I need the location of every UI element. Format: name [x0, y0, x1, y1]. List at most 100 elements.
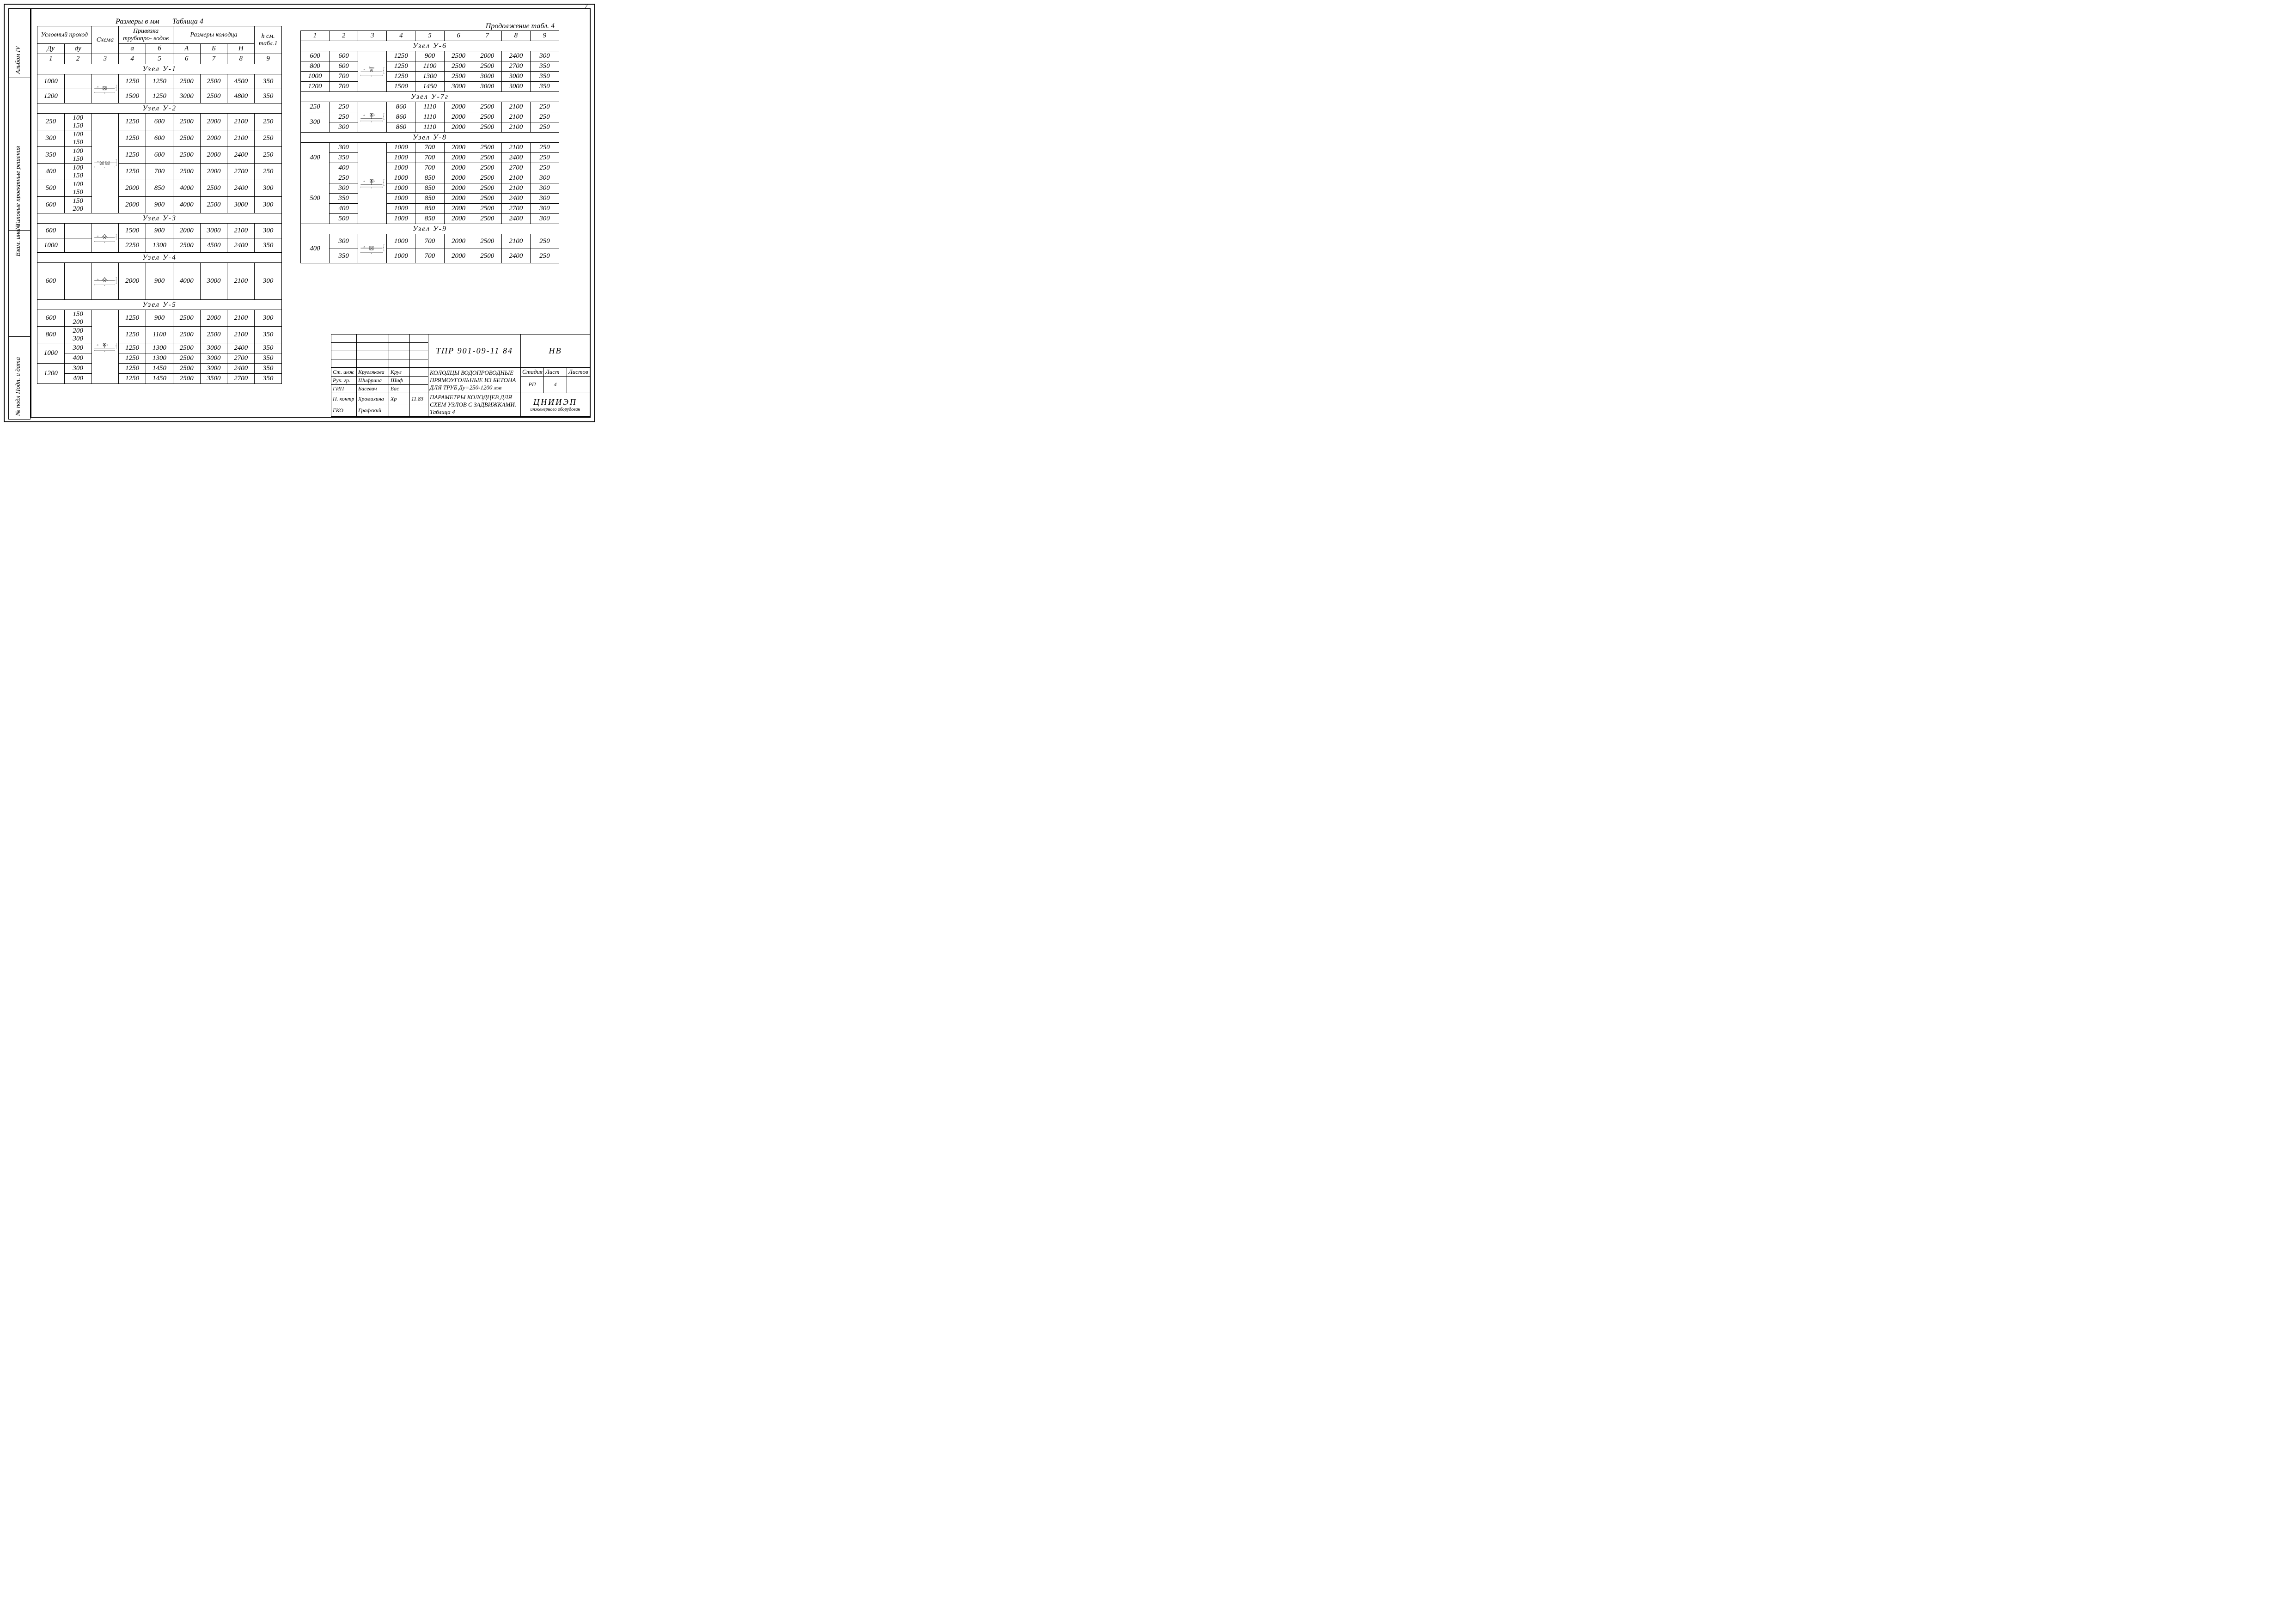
- cell-b: 1300: [146, 353, 173, 364]
- table-row: 3008601110200025002100250: [301, 122, 559, 133]
- drawing-sheet: 7 Альбом IV Типовые проектные решения Вз…: [4, 4, 595, 422]
- name: Хромихина: [357, 393, 389, 405]
- table-row: 120030012501450250030002400350: [37, 364, 282, 374]
- cell-du: 100150: [64, 180, 92, 197]
- cell-Du: 1200: [37, 364, 65, 384]
- cell-A: 2000: [444, 194, 473, 204]
- cell-du: 300: [64, 364, 92, 374]
- cell-Du: 800: [37, 327, 65, 343]
- cell-A: 2000: [444, 122, 473, 133]
- cell-b: 1100: [146, 327, 173, 343]
- cell-H: 2400: [501, 214, 530, 224]
- svg-text:А: А: [371, 252, 372, 254]
- table-row: 80060012501100250025002700350: [301, 61, 559, 72]
- cell-b: 850: [415, 173, 444, 183]
- cell-a: 2000: [119, 197, 146, 213]
- cell-B: 2500: [473, 183, 501, 194]
- cell-b: 1110: [415, 102, 444, 112]
- cell-b: 600: [146, 147, 173, 164]
- cell-du: 600: [330, 61, 358, 72]
- hdr-Du: Дy: [37, 44, 65, 54]
- section-title: Узел У-1: [37, 64, 282, 74]
- colnum: 4: [387, 31, 415, 41]
- cell-a: 1000: [387, 183, 415, 194]
- cell-A: 3000: [444, 82, 473, 92]
- cell-h: 250: [530, 122, 559, 133]
- cell-du: 300: [330, 234, 358, 249]
- cell-du: 600: [330, 51, 358, 61]
- cell-H: 2100: [501, 183, 530, 194]
- cell-du: 250: [330, 102, 358, 112]
- cell-a: 1250: [119, 343, 146, 353]
- svg-text:Дy: Дy: [363, 68, 366, 70]
- hdr-b: б: [146, 44, 173, 54]
- cell-b: 900: [146, 263, 173, 300]
- cell-B: 2500: [473, 194, 501, 204]
- cell-B: 2500: [200, 89, 227, 103]
- cell-a: 2000: [119, 263, 146, 300]
- table-row: 400300 dy А б Дy1000700200025002100250: [301, 143, 559, 153]
- cell-Du: 300: [37, 130, 65, 147]
- cell-Du: 600: [37, 263, 65, 300]
- cell-B: 3000: [200, 343, 227, 353]
- cell-A: 2500: [173, 164, 200, 180]
- colnum: 8: [501, 31, 530, 41]
- cell-B: 4500: [200, 238, 227, 253]
- cell-H: 2100: [227, 224, 255, 238]
- cell-A: 2500: [173, 238, 200, 253]
- cell-A: 4000: [173, 263, 200, 300]
- cell-H: 2400: [227, 343, 255, 353]
- cell-H: 3000: [227, 197, 255, 213]
- cell-du: 400: [64, 374, 92, 384]
- cell-A: 2500: [173, 130, 200, 147]
- cell-A: 2500: [173, 114, 200, 130]
- cell-h: 350: [255, 343, 282, 353]
- cell-a: 1000: [387, 214, 415, 224]
- scheme-cell: dy А б Дy: [358, 102, 387, 133]
- svg-text:dy: dy: [107, 344, 109, 346]
- cell-a: 1000: [387, 249, 415, 263]
- cell-h: 250: [255, 147, 282, 164]
- colnum: 1: [301, 31, 330, 41]
- cell-h: 250: [530, 249, 559, 263]
- cell-A: 2000: [444, 173, 473, 183]
- stamp-nb: НВ: [521, 335, 590, 368]
- cell-A: 2500: [444, 72, 473, 82]
- svg-text:Дy: Дy: [96, 235, 98, 237]
- cell-h: 350: [255, 353, 282, 364]
- scheme-cell: А б Дy: [92, 74, 119, 103]
- title-block: ТПР 901-09-11 84 НВ Ст. инж Круглякова К…: [331, 334, 590, 417]
- table-row: 3001001501250600250020002100250: [37, 130, 282, 147]
- table-row: 3501000700200025002400250: [301, 153, 559, 163]
- cell-A: 2000: [444, 112, 473, 122]
- cell-h: 300: [530, 214, 559, 224]
- table-row: 80020030012501100250025002100350: [37, 327, 282, 343]
- cell-Du: 1000: [37, 343, 65, 364]
- cell-b: 1250: [146, 74, 173, 89]
- cell-du: 250: [330, 173, 358, 183]
- cell-b: 1100: [415, 61, 444, 72]
- hdr-a: a: [119, 44, 146, 54]
- cell-du: 150200: [64, 310, 92, 327]
- cell-a: 860: [387, 112, 415, 122]
- table-row: 120015001250300025004800350: [37, 89, 282, 103]
- cell-b: 1110: [415, 112, 444, 122]
- cell-h: 300: [255, 224, 282, 238]
- cell-a: 1250: [387, 51, 415, 61]
- cell-b: 1110: [415, 122, 444, 133]
- cell-du: [64, 89, 92, 103]
- cell-B: 2500: [200, 180, 227, 197]
- side-label-album: Альбом IV: [15, 46, 22, 74]
- cell-h: 350: [255, 74, 282, 89]
- cell-h: 350: [255, 327, 282, 343]
- cell-A: 4000: [173, 180, 200, 197]
- cell-h: 350: [530, 82, 559, 92]
- svg-text:Дy: Дy: [363, 114, 366, 116]
- side-label-vzam: Взам. инв№: [15, 224, 22, 256]
- cell-H: 2100: [501, 234, 530, 249]
- cell-b: 700: [415, 234, 444, 249]
- cell-du: 400: [330, 204, 358, 214]
- cell-a: 1500: [387, 82, 415, 92]
- svg-text:А: А: [371, 121, 372, 123]
- cell-A: 2500: [173, 353, 200, 364]
